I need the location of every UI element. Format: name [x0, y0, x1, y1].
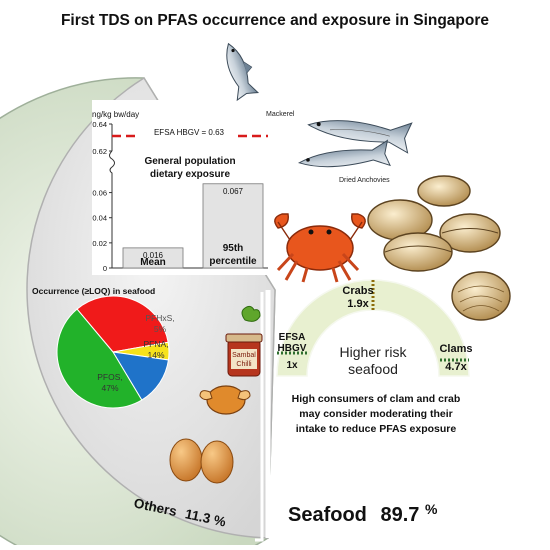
lower-tick-label: 0	[103, 264, 107, 273]
lower-tick-label: 0.04	[92, 214, 107, 223]
risk-arc	[276, 279, 470, 377]
upper-tick-label: 0.62	[92, 147, 107, 156]
bar-mean	[122, 247, 184, 269]
sambal-chilli-jar-image	[225, 333, 263, 377]
seafood-share-value: 89.7	[380, 504, 419, 526]
bar-category-label: 95th	[223, 243, 244, 254]
seafood-share-label: Seafood	[288, 504, 367, 526]
crabs-label: Crabs	[342, 285, 373, 297]
bar-category-label: Mean	[140, 257, 166, 268]
efsa-label-line1: EFSA	[279, 332, 306, 343]
roast-chicken-image	[199, 385, 251, 415]
pie-slice-pfoa	[76, 295, 169, 353]
page-title: First TDS on PFAS occurrence and exposur…	[61, 12, 489, 29]
advice-line-2: may consider moderating their	[299, 408, 452, 420]
pie-slice-pfos	[56, 308, 143, 409]
bar-value-label: 0.016	[143, 251, 164, 260]
seafood-share-unit: %	[425, 501, 438, 517]
efsa-label-line2: HBGV	[278, 343, 307, 354]
upper-tick-group: 0.64 0.62	[92, 120, 112, 156]
efsa-value: 1x	[286, 360, 298, 371]
advice-line-3: intake to reduce PFAS exposure	[296, 423, 457, 435]
clam-shells-image	[367, 175, 511, 321]
pie-slice-label: PFOS,	[97, 372, 123, 382]
bar-group: 0.016 0.067 Mean 95th percentile	[122, 183, 264, 269]
pie-slice-value: 5%	[154, 324, 167, 334]
bar-p95	[202, 183, 264, 269]
pie-slice-value: 47%	[101, 383, 118, 393]
pie-slice-value: 14%	[147, 350, 164, 360]
occurrence-title: Occurrence (≥LOQ) in seafood	[32, 286, 155, 296]
pie-slice-label: PFNA,	[143, 339, 168, 349]
crab-image	[274, 213, 366, 283]
chart-subtitle-line1: General population	[144, 156, 235, 167]
pie-slice-label: PFHxS,	[145, 313, 174, 323]
hbgv-label: EFSA HBGV = 0.63	[154, 128, 225, 137]
seafood-share: Seafood 89.7 %	[288, 501, 438, 526]
risk-center-line2: seafood	[348, 361, 398, 377]
inner-seafood-panel	[255, 292, 264, 542]
anchovy-image-1	[307, 120, 413, 154]
hbgv-label-bg	[140, 126, 238, 138]
clams-label: Clams	[439, 343, 472, 355]
advice-line-1: High consumers of clam and crab	[292, 393, 461, 405]
risk-center-line1: Higher risk	[340, 344, 408, 360]
anchovies-label: Dried Anchovies	[339, 177, 390, 184]
chart-subtitle-line2: dietary exposure	[150, 169, 230, 180]
anchovy-image-2	[297, 139, 391, 168]
bar-category-label: percentile	[209, 256, 257, 267]
vegetable-icon	[241, 305, 261, 322]
bar-value-label: 0.067	[223, 187, 244, 196]
lower-tick-label: 0.02	[92, 239, 107, 248]
mackerel-label: Mackerel	[266, 111, 295, 118]
axis-break-icon	[109, 150, 115, 180]
sambal-label-line2: Chilli	[236, 361, 252, 368]
lower-tick-group: 0.06 0.04 0.02 0	[92, 189, 112, 273]
mackerel-image	[226, 42, 260, 102]
occurrence-pie: PFOA,33%PFHxS,5%PFNA,14%PFOS,47%	[56, 295, 175, 409]
sambal-label-line1: Sambal	[232, 352, 256, 359]
chart-unit-label: ng/kg bw/day	[92, 110, 139, 119]
crabs-value: 1.9x	[347, 298, 369, 310]
upper-tick-label: 0.64	[92, 120, 107, 129]
lower-tick-label: 0.06	[92, 189, 107, 198]
eggs-image	[169, 438, 234, 484]
clams-value: 4.7x	[445, 361, 467, 373]
